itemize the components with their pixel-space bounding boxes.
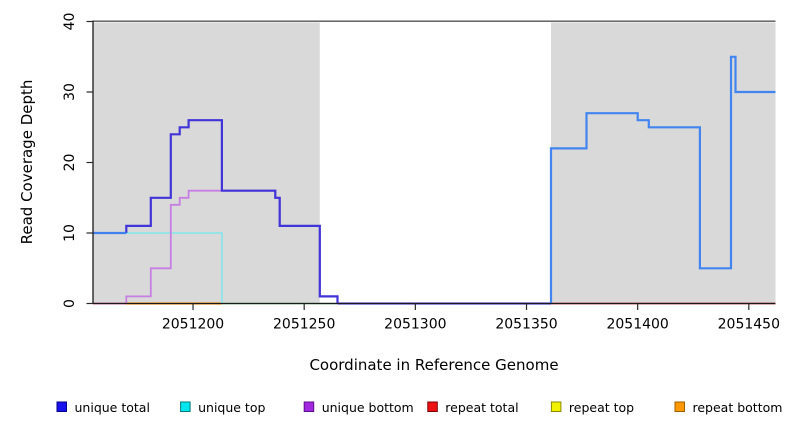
legend-swatch xyxy=(674,401,685,412)
x-tick-label: 2051200 xyxy=(162,317,224,333)
legend-item: repeat top xyxy=(550,400,634,415)
legend-item: unique top xyxy=(180,400,265,415)
legend-label: unique total xyxy=(75,400,150,415)
legend-label: repeat top xyxy=(569,400,634,415)
x-tick-label: 2051250 xyxy=(273,317,335,333)
y-tick-label: 20 xyxy=(62,154,78,172)
legend-label: unique top xyxy=(198,400,265,415)
shaded-region xyxy=(93,22,320,304)
x-axis-title: Coordinate in Reference Genome xyxy=(309,356,558,374)
legend-label: repeat total xyxy=(445,400,518,415)
legend-label: unique bottom xyxy=(322,400,414,415)
legend-swatch xyxy=(427,401,438,412)
y-tick-label: 0 xyxy=(62,299,78,308)
series-line-unique-total-left xyxy=(125,119,339,304)
y-tick-label: 40 xyxy=(62,13,78,31)
legend-item: repeat total xyxy=(427,400,519,415)
plot-shading xyxy=(93,22,776,304)
legend-label: repeat bottom xyxy=(693,400,783,415)
x-tick-label: 2051300 xyxy=(384,317,446,333)
legend-swatch xyxy=(550,401,562,412)
x-tick-label: 2051400 xyxy=(606,317,668,333)
y-axis-title: Read Coverage Depth xyxy=(18,80,36,245)
legend-swatch xyxy=(56,401,67,412)
y-tick-label: 30 xyxy=(62,83,78,101)
series-line-unique-top xyxy=(93,232,223,304)
x-tick-label: 2051450 xyxy=(718,317,780,333)
x-tick-label: 2051350 xyxy=(495,317,557,333)
y-tick-label: 10 xyxy=(62,224,78,242)
legend-swatch xyxy=(180,401,191,412)
legend-swatch xyxy=(303,401,315,412)
legend-item: unique bottom xyxy=(303,400,414,415)
shaded-region xyxy=(550,22,776,304)
legend-item: repeat bottom xyxy=(674,400,783,415)
series-line-unique-total-right xyxy=(549,55,776,304)
chart-legend: unique total unique top unique bottom repea… xyxy=(56,400,783,415)
axes: 2051200 2051250 2051300 2051350 2051400 20514… xyxy=(62,13,780,333)
legend-item: unique total xyxy=(56,400,150,415)
